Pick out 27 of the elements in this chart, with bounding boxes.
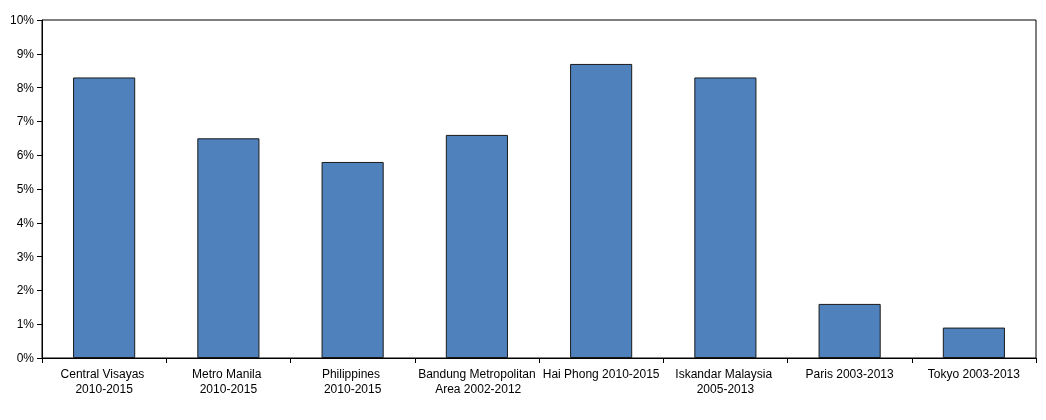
- x-tick-label: Central Visayas 2010-2015: [60, 366, 148, 396]
- y-tick-label: 6%: [16, 148, 35, 163]
- bar: [197, 138, 260, 358]
- x-tick-label: Tokyo 2003-2013: [927, 366, 1021, 381]
- bar: [321, 161, 384, 358]
- bar: [818, 303, 881, 358]
- y-tick-label: 4%: [16, 215, 35, 230]
- y-tick-label: 3%: [16, 249, 35, 264]
- y-tick-label: 10%: [9, 13, 35, 27]
- x-tick-label: Philippines 2010-2015: [321, 366, 384, 396]
- y-tick-label: 5%: [16, 182, 35, 196]
- x-tick-label: Metro Manila 2010-2015: [192, 366, 265, 396]
- y-tick-label: 1%: [16, 317, 35, 332]
- y-tick-label: 0%: [16, 351, 35, 365]
- y-tick-label: 2%: [16, 283, 35, 298]
- y-tick-label: 9%: [16, 46, 35, 61]
- bar: [570, 63, 633, 358]
- y-tick-label: 8%: [16, 80, 35, 95]
- x-tick-label: Paris 2003-2013: [805, 366, 894, 381]
- y-tick-label: 7%: [16, 114, 35, 129]
- bar: [942, 327, 1005, 358]
- bar: [73, 77, 136, 358]
- bar: [694, 77, 757, 358]
- x-tick-label: Hai Phong 2010-2015: [542, 366, 660, 381]
- x-tick-label: Iskandar Malaysia 2005-2013: [675, 366, 776, 396]
- x-tick-label: Bandung Metropolitan Area 2002-2012: [418, 366, 536, 396]
- bar: [445, 134, 508, 358]
